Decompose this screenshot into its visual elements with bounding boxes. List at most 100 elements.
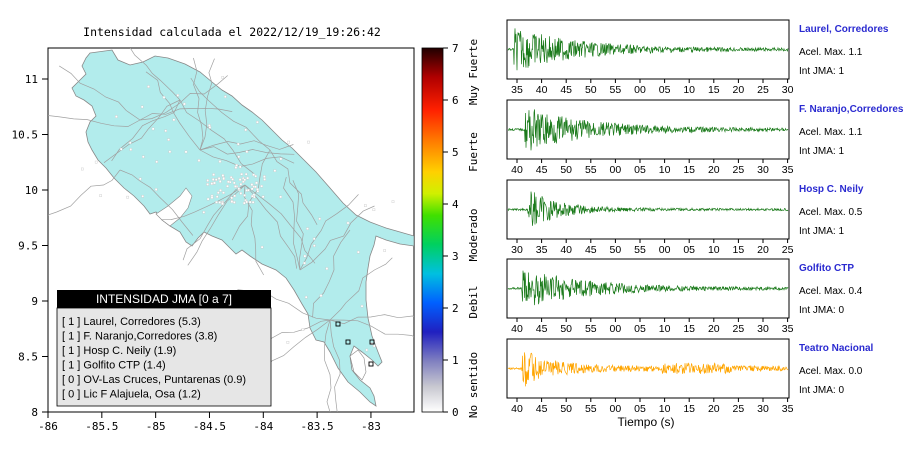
station-intensity: Int JMA: 0 (799, 305, 844, 316)
town-dot (218, 201, 222, 204)
time-tick-label: 15 (683, 403, 695, 415)
town-dot (243, 178, 247, 182)
time-tick-label: 00 (610, 164, 622, 176)
time-axis-label: Tiempo (s) (618, 415, 675, 429)
town-dot (221, 174, 225, 177)
station-marker (335, 321, 341, 327)
town-dot (162, 96, 166, 99)
road (190, 77, 271, 151)
time-tick-label: 55 (585, 323, 597, 335)
town-dot (147, 85, 150, 88)
time-tick-label: 35 (536, 244, 548, 256)
town-dot (219, 189, 222, 192)
town-dot (254, 185, 257, 189)
time-tick-label: 00 (610, 403, 622, 415)
town-dot (263, 178, 266, 181)
town-dot (172, 118, 176, 122)
legend-item: [ 0 ] Lic F Alajuela, Osa (1.2) (62, 389, 201, 401)
town-dot (234, 185, 237, 188)
station-marker (368, 361, 374, 367)
map-y-tick-label: 9.5 (18, 240, 38, 253)
legend-body (56, 307, 272, 407)
time-tick-label: 55 (585, 403, 597, 415)
road (329, 319, 341, 412)
colorbar-label: No sentido (467, 352, 480, 418)
seismogram-panel: 40 45 50 55 00 05 10 15 20 25 30 35 Teatro Nacional A… (506, 338, 873, 415)
road (111, 99, 181, 162)
map-panel: Intensidad calculada el 2022/12/19_19:26… (12, 25, 415, 433)
seismogram-time-axis: 40 45 50 55 00 05 10 15 20 25 30 35 (511, 318, 794, 335)
road (329, 257, 393, 321)
colorbar-tick-label: 4 (452, 198, 459, 211)
town-dot (307, 140, 310, 144)
town-dot (246, 176, 249, 180)
town-dot (218, 160, 222, 163)
road (193, 57, 204, 151)
town-dot (235, 163, 238, 167)
seismogram-panel: 30 35 40 45 50 55 00 05 10 15 20 25 Hosp C. Neily Ace… (506, 179, 864, 256)
time-tick-label: 45 (536, 164, 548, 176)
time-tick-label: 00 (610, 323, 622, 335)
road (139, 107, 233, 121)
time-tick-label: 15 (733, 244, 745, 256)
road (323, 319, 332, 412)
colorbar-ticks: 7 6 5 4 3 2 1 0 (443, 42, 459, 419)
town-dot (234, 166, 238, 169)
road (48, 169, 121, 216)
map-axes: -86 -85.5 -85 -84.5 -84 -83.5 -83 11 10.5 10 9.5 9 8… (12, 73, 381, 433)
road (145, 71, 201, 151)
town-dot (80, 167, 84, 171)
station-name: Golfito CTP (799, 263, 854, 274)
town-dot (303, 254, 307, 258)
town-dot (238, 178, 242, 181)
town-dot (233, 194, 236, 198)
town-dot (223, 95, 227, 98)
town-dot (232, 201, 236, 204)
time-tick-label: 40 (511, 323, 523, 335)
town-dot (312, 237, 316, 241)
time-tick-label: 45 (585, 244, 597, 256)
town-dot (215, 200, 218, 204)
town-dot (244, 128, 248, 132)
town-dot (244, 172, 248, 176)
road (129, 48, 181, 101)
time-tick-label: 10 (708, 244, 720, 256)
station-accel: Acel. Max. 0.5 (799, 207, 863, 218)
town-dot (155, 160, 159, 164)
map-y-tick-label: 11 (25, 73, 38, 86)
town-dot (217, 177, 221, 180)
colorbar-tick-label: 3 (452, 250, 459, 263)
town-dot (325, 267, 329, 270)
town-dot (231, 178, 234, 181)
time-tick-label: 55 (610, 84, 622, 96)
town-dot (208, 126, 212, 129)
town-dot (261, 195, 265, 199)
time-tick-label: 20 (708, 403, 720, 415)
town-dot (241, 177, 245, 180)
town-dot (360, 304, 364, 308)
town-dot (279, 157, 283, 161)
town-dot (184, 150, 188, 154)
town-dot (238, 165, 242, 169)
map-x-tick-label: -85 (146, 420, 166, 433)
road (199, 140, 294, 151)
town-dot (239, 192, 243, 195)
road (199, 149, 295, 167)
town-dot (287, 140, 291, 144)
road (299, 194, 359, 271)
town-dot (383, 249, 386, 252)
time-tick-label: 25 (757, 84, 769, 96)
town-dot (313, 244, 316, 248)
town-dot (206, 179, 210, 182)
road (292, 180, 304, 271)
town-dot (211, 178, 215, 181)
town-dot (286, 341, 290, 344)
station-name: F. Naranjo,Corredores (799, 104, 904, 115)
colorbar-tick-label: 5 (452, 146, 459, 159)
time-tick-label: 50 (560, 164, 572, 176)
town-dot (221, 76, 225, 79)
time-tick-label: 05 (659, 84, 671, 96)
time-tick-label: 25 (733, 403, 745, 415)
intensity-legend: INTENSIDAD JMA [0 a 7] [ 1 ] Laurel, Cor… (56, 290, 272, 407)
map-x-tick-label: -84.5 (193, 420, 226, 433)
